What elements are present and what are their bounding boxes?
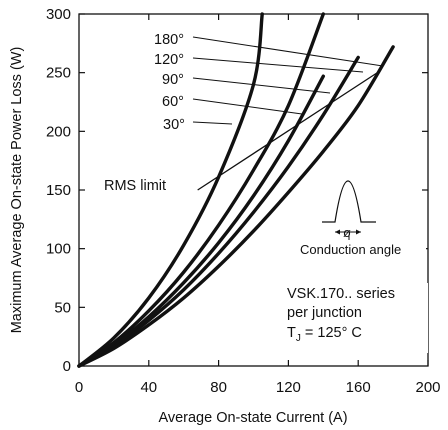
x-tick-label-0: 0 xyxy=(75,379,83,396)
leader-120 xyxy=(192,57,364,73)
per-junction-label: per junction xyxy=(287,305,362,321)
x-axis-title: Average On-state Current (A) xyxy=(158,410,347,426)
series-line-3 xyxy=(77,12,325,368)
label-180: 180° xyxy=(154,32,184,48)
y-tick-label-3: 150 xyxy=(46,182,71,199)
rms-limit-label: RMS limit xyxy=(104,178,166,194)
conduction-angle-label: Conduction angle xyxy=(300,242,401,257)
x-tick-label-1: 40 xyxy=(140,379,157,396)
conduction-angle-inset: ø xyxy=(322,180,376,242)
arrow-left-icon xyxy=(335,229,340,235)
leader-30 xyxy=(192,121,233,125)
device-info-bg xyxy=(283,283,428,353)
half-sine-icon xyxy=(322,180,376,223)
series-line-0 xyxy=(77,45,395,368)
tj-main: T xyxy=(287,325,296,341)
series-line-2 xyxy=(77,74,325,368)
arrow-right-icon xyxy=(356,229,361,235)
rms-limit-line xyxy=(197,70,380,191)
label-90: 90° xyxy=(162,72,184,88)
y-tick-label-1: 50 xyxy=(54,299,71,316)
tj-sub: J xyxy=(296,333,301,344)
x-tick-label-4: 160 xyxy=(346,379,371,396)
series-curves xyxy=(77,12,395,368)
x-tick-label-5: 200 xyxy=(415,379,440,396)
conduction-label-bg xyxy=(296,240,426,258)
y-axis-title: Maximum Average On-state Power Loss (W) xyxy=(9,47,25,334)
leader-90 xyxy=(192,77,331,94)
series-label-leaders xyxy=(192,36,384,125)
label-120: 120° xyxy=(154,52,184,68)
tj-rest: = 125° C xyxy=(301,325,362,341)
conduction-symbol: ø xyxy=(343,225,351,240)
x-tick-label-2: 80 xyxy=(210,379,227,396)
device-series-label: VSK.170.. series xyxy=(287,286,395,302)
y-tick-label-6: 300 xyxy=(46,6,71,23)
junction-temp-label: TJ = 125° C xyxy=(287,325,362,344)
y-tick-label-5: 250 xyxy=(46,65,71,82)
y-tick-label-4: 200 xyxy=(46,123,71,140)
leader-180 xyxy=(192,36,384,67)
x-tick-label-3: 120 xyxy=(276,379,301,396)
label-30: 30° xyxy=(163,117,185,133)
label-60: 60° xyxy=(162,94,184,110)
leader-60 xyxy=(192,98,303,115)
y-tick-label-2: 100 xyxy=(46,241,71,258)
y-tick-label-0: 0 xyxy=(63,358,71,375)
